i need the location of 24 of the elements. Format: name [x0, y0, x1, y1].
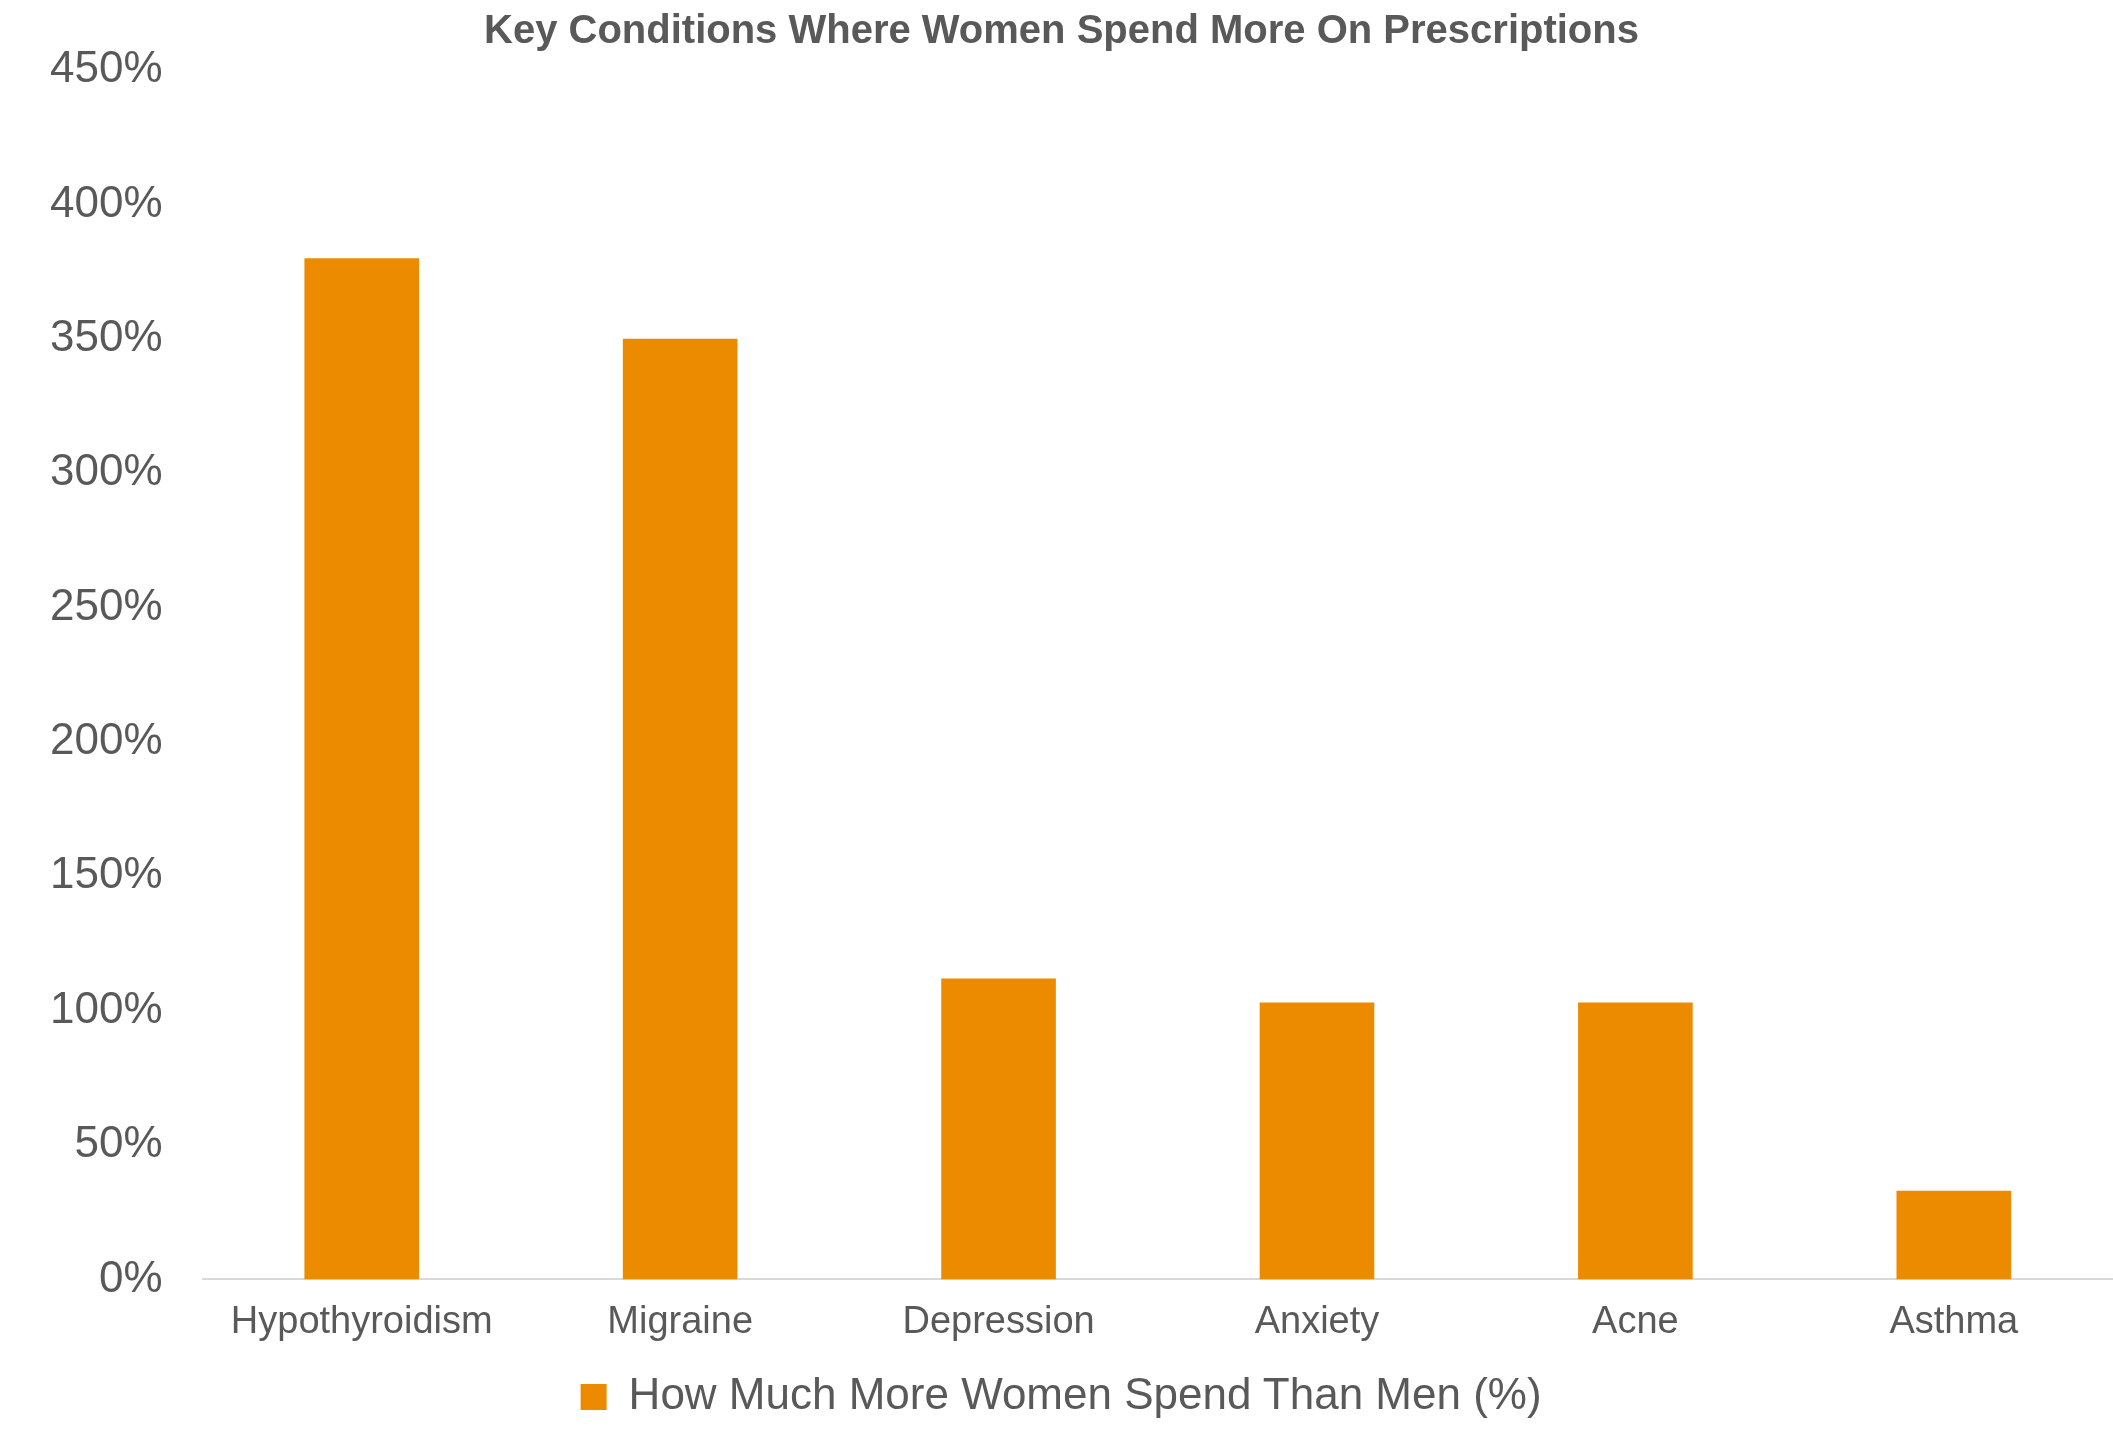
bar: [1896, 1190, 2012, 1280]
y-tick-label: 250%: [49, 579, 163, 629]
bar: [622, 338, 738, 1280]
y-tick-label: 200%: [49, 714, 163, 764]
legend-label: How Much More Women Spend Than Men (%): [628, 1369, 1542, 1419]
chart-title: Key Conditions Where Women Spend More On Prescriptions: [484, 7, 1639, 52]
x-tick-label: Anxiety: [1254, 1298, 1380, 1341]
y-tick-label: 0%: [98, 1251, 163, 1301]
bar: [941, 978, 1056, 1280]
y-tick-label: 50%: [74, 1117, 163, 1167]
y-tick-label: 100%: [49, 982, 163, 1032]
x-tick-label: Asthma: [1889, 1298, 2020, 1341]
y-tick-label: 150%: [49, 848, 163, 898]
bar: [304, 258, 420, 1280]
bar: [1578, 1002, 1693, 1280]
y-tick-label: 450%: [49, 42, 163, 92]
y-tick-label: 300%: [49, 445, 163, 495]
x-tick-label: Acne: [1592, 1298, 1679, 1341]
x-tick-label: Hypothyroidism: [230, 1298, 493, 1341]
y-tick-label: 400%: [49, 176, 163, 226]
x-tick-label: Depression: [902, 1298, 1095, 1341]
bar: [1259, 1002, 1375, 1280]
y-tick-label: 350%: [49, 310, 163, 360]
x-tick-label: Migraine: [607, 1298, 754, 1341]
